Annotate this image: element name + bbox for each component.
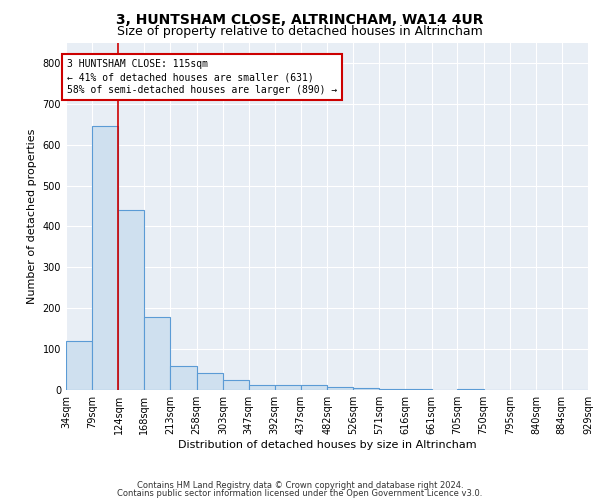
Bar: [353, 388, 379, 390]
Bar: [457, 389, 484, 390]
Bar: [379, 389, 406, 390]
Bar: [301, 385, 327, 390]
Bar: [197, 373, 223, 390]
Bar: [170, 366, 197, 390]
Bar: [248, 385, 275, 390]
Bar: [327, 386, 353, 390]
Bar: [118, 210, 144, 390]
Y-axis label: Number of detached properties: Number of detached properties: [27, 128, 37, 304]
Bar: [144, 317, 170, 390]
Text: Contains public sector information licensed under the Open Government Licence v3: Contains public sector information licen…: [118, 490, 482, 498]
Text: 3 HUNTSHAM CLOSE: 115sqm
← 41% of detached houses are smaller (631)
58% of semi-: 3 HUNTSHAM CLOSE: 115sqm ← 41% of detach…: [67, 59, 337, 96]
X-axis label: Distribution of detached houses by size in Altrincham: Distribution of detached houses by size …: [178, 440, 476, 450]
Bar: [275, 384, 301, 390]
Bar: [406, 389, 431, 390]
Text: 3, HUNTSHAM CLOSE, ALTRINCHAM, WA14 4UR: 3, HUNTSHAM CLOSE, ALTRINCHAM, WA14 4UR: [116, 12, 484, 26]
Bar: [92, 126, 118, 390]
Bar: [223, 380, 248, 390]
Bar: [66, 341, 92, 390]
Text: Contains HM Land Registry data © Crown copyright and database right 2024.: Contains HM Land Registry data © Crown c…: [137, 482, 463, 490]
Text: Size of property relative to detached houses in Altrincham: Size of property relative to detached ho…: [117, 25, 483, 38]
